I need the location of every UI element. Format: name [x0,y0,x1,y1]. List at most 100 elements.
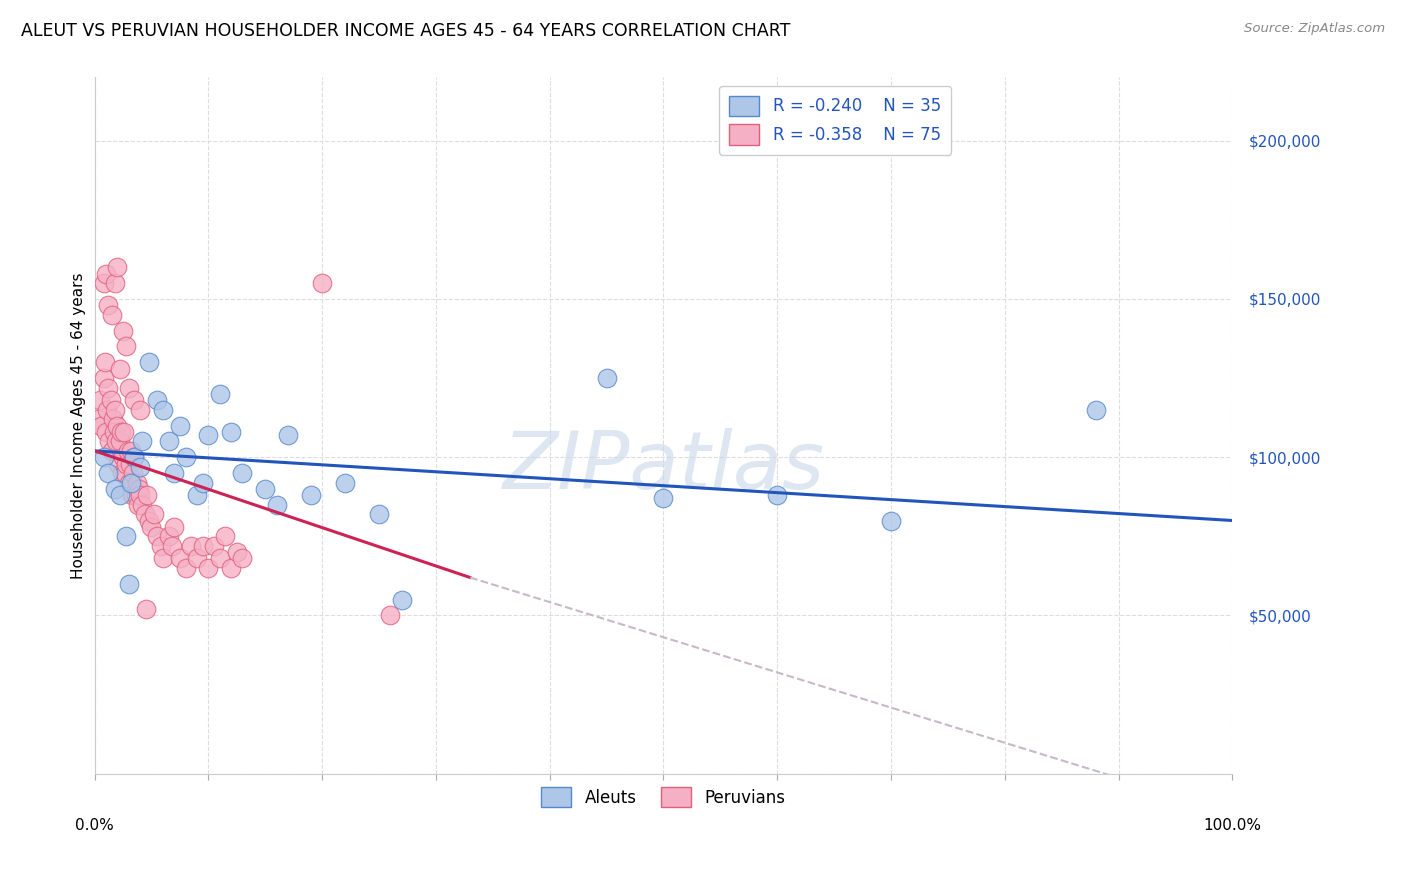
Point [118,457,141,471]
Point [214,529,236,543]
Point [94,355,117,369]
Point [114,466,136,480]
Point [391,592,413,607]
Point [225,545,247,559]
Point [94,425,117,439]
Point [138,355,160,369]
Point [124,450,146,465]
Point [299,488,322,502]
Point [97,466,120,480]
Point [107,457,129,471]
Point [180,539,202,553]
Text: 100.0%: 100.0% [1204,818,1261,833]
Point [186,488,208,502]
Point [141,520,163,534]
Point [127,498,149,512]
Point [152,551,174,566]
Point [108,488,131,502]
Point [129,459,152,474]
Point [142,507,165,521]
Point [131,434,153,449]
Point [125,475,148,490]
Point [111,324,134,338]
Text: ALEUT VS PERUVIAN HOUSEHOLDER INCOME AGES 45 - 64 YEARS CORRELATION CHART: ALEUT VS PERUVIAN HOUSEHOLDER INCOME AGE… [21,22,790,40]
Point [595,371,617,385]
Point [197,428,219,442]
Point [138,514,160,528]
Point [380,608,402,623]
Point [117,443,139,458]
Point [124,488,146,502]
Point [118,576,141,591]
Point [118,381,141,395]
Point [115,457,138,471]
Point [231,466,253,480]
Point [163,520,186,534]
Point [90,418,112,433]
Point [105,434,128,449]
Point [118,475,141,490]
Point [120,443,142,458]
Point [146,529,169,543]
Text: ZIPatlas: ZIPatlas [502,428,824,507]
Point [111,466,134,480]
Point [108,434,131,449]
Point [157,434,180,449]
Text: Source: ZipAtlas.com: Source: ZipAtlas.com [1244,22,1385,36]
Point [135,602,157,616]
Point [98,434,121,449]
Point [202,539,225,553]
Point [146,393,169,408]
Point [104,276,127,290]
Point [652,491,675,506]
Point [311,276,333,290]
Point [97,298,120,312]
Point [100,308,122,322]
Point [266,498,288,512]
Point [115,339,138,353]
Point [129,488,152,502]
Point [231,551,253,566]
Point [105,260,128,275]
Point [766,488,789,502]
Point [120,475,142,490]
Point [134,507,156,521]
Point [129,402,152,417]
Point [277,428,299,442]
Point [124,450,146,465]
Point [104,482,127,496]
Point [94,267,117,281]
Point [208,551,231,566]
Point [208,387,231,401]
Point [219,561,242,575]
Point [101,412,124,426]
Point [174,561,197,575]
Point [121,488,143,502]
Point [96,402,118,417]
Point [105,418,128,433]
Point [1084,402,1107,417]
Point [100,393,122,408]
Y-axis label: Householder Income Ages 45 - 64 years: Householder Income Ages 45 - 64 years [72,272,86,579]
Point [124,393,146,408]
Point [219,425,242,439]
Point [104,402,127,417]
Point [128,482,150,496]
Point [880,514,903,528]
Point [163,466,186,480]
Point [160,539,183,553]
Point [197,561,219,575]
Point [108,361,131,376]
Point [169,551,191,566]
Point [100,443,122,458]
Point [110,425,132,439]
Point [93,450,115,465]
Point [93,371,115,385]
Point [122,466,145,480]
Legend: Aleuts, Peruvians: Aleuts, Peruvians [534,780,793,814]
Point [111,450,134,465]
Point [149,539,172,553]
Point [157,529,180,543]
Point [103,425,125,439]
Point [115,529,138,543]
